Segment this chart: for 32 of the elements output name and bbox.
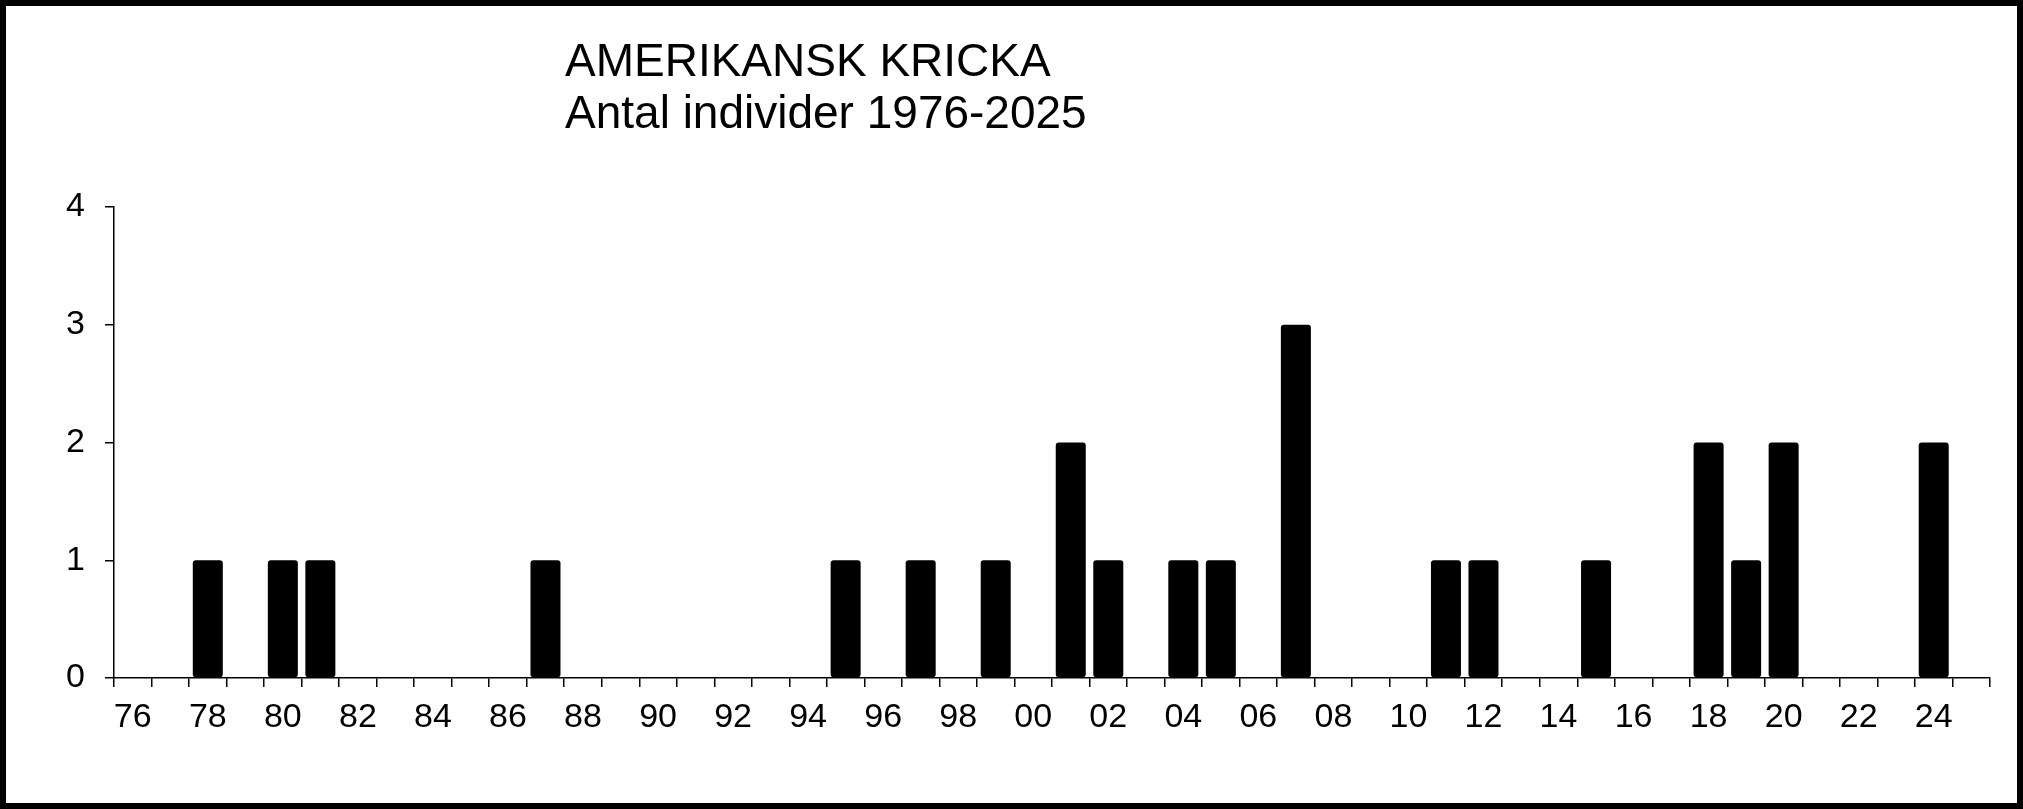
- x-tick-label: 92: [714, 695, 752, 734]
- x-tick-label: 86: [489, 695, 527, 734]
- x-tick-label: 84: [414, 695, 452, 734]
- x-tick-label: 76: [113, 695, 152, 734]
- x-tick-label: 22: [1839, 695, 1878, 734]
- x-tick-label: 04: [1164, 695, 1203, 734]
- x-tick-label: 06: [1239, 695, 1278, 734]
- x-tick-label: 12: [1464, 695, 1503, 734]
- x-tick-label: 88: [564, 695, 602, 734]
- x-tick-label: 78: [188, 695, 227, 734]
- x-tick-label: 96: [864, 695, 903, 734]
- x-tick-label: 98: [939, 695, 978, 734]
- y-tick-label: 4: [66, 185, 85, 224]
- x-tick-label: 08: [1314, 695, 1353, 734]
- chart-title: AMERIKANSK KRICKA: [565, 34, 1052, 86]
- x-tick-label: 00: [1014, 695, 1053, 734]
- x-tick-label: 82: [338, 695, 377, 734]
- x-tick-label: 14: [1539, 695, 1578, 734]
- x-tick-label: 24: [1914, 695, 1953, 734]
- x-tick-label: 80: [263, 695, 302, 734]
- x-tick-label: 10: [1389, 695, 1428, 734]
- x-tick-label: 16: [1614, 695, 1653, 734]
- chart-subtitle: Antal individer 1976-2025: [565, 86, 1087, 138]
- x-tick-label: 94: [789, 695, 828, 734]
- y-tick-label: 2: [66, 420, 85, 459]
- x-tick-label: 02: [1089, 695, 1128, 734]
- x-tick-label: 18: [1689, 695, 1728, 734]
- x-tick-label: 90: [639, 695, 677, 734]
- y-tick-label: 0: [66, 656, 85, 695]
- y-tick-label: 1: [66, 538, 85, 577]
- y-tick-label: 3: [66, 303, 85, 342]
- x-tick-label: 20: [1764, 695, 1803, 734]
